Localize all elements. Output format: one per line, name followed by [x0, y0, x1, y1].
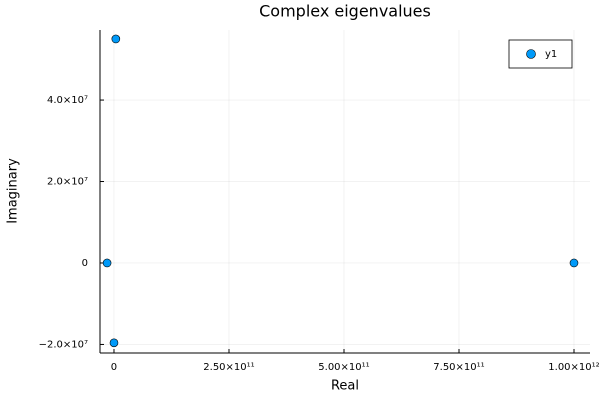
point [102, 258, 112, 268]
legend-box [508, 39, 573, 69]
legend-label: y1 [545, 49, 557, 60]
x-tick-label: 1.00×10¹² [548, 362, 599, 373]
y-tick-label: 2.0×10⁷ [47, 177, 88, 188]
point [111, 34, 121, 44]
chart-title: Complex eigenvalues [259, 2, 431, 21]
y-tick-label: −2.0×10⁷ [39, 339, 88, 350]
x-tick-label: 2.50×10¹¹ [203, 362, 254, 373]
x-tick-label: 5.00×10¹¹ [318, 362, 369, 373]
point [109, 338, 119, 348]
legend-marker [526, 49, 536, 59]
x-axis-label: Real [331, 379, 359, 394]
x-tick-label: 0 [111, 362, 117, 373]
y-axis-label: Imaginary [6, 158, 21, 224]
x-tick-label: 7.50×10¹¹ [433, 362, 484, 373]
point [569, 258, 579, 268]
y-tick-label: 4.0×10⁷ [47, 95, 88, 106]
y-tick-label: 0 [82, 258, 88, 269]
